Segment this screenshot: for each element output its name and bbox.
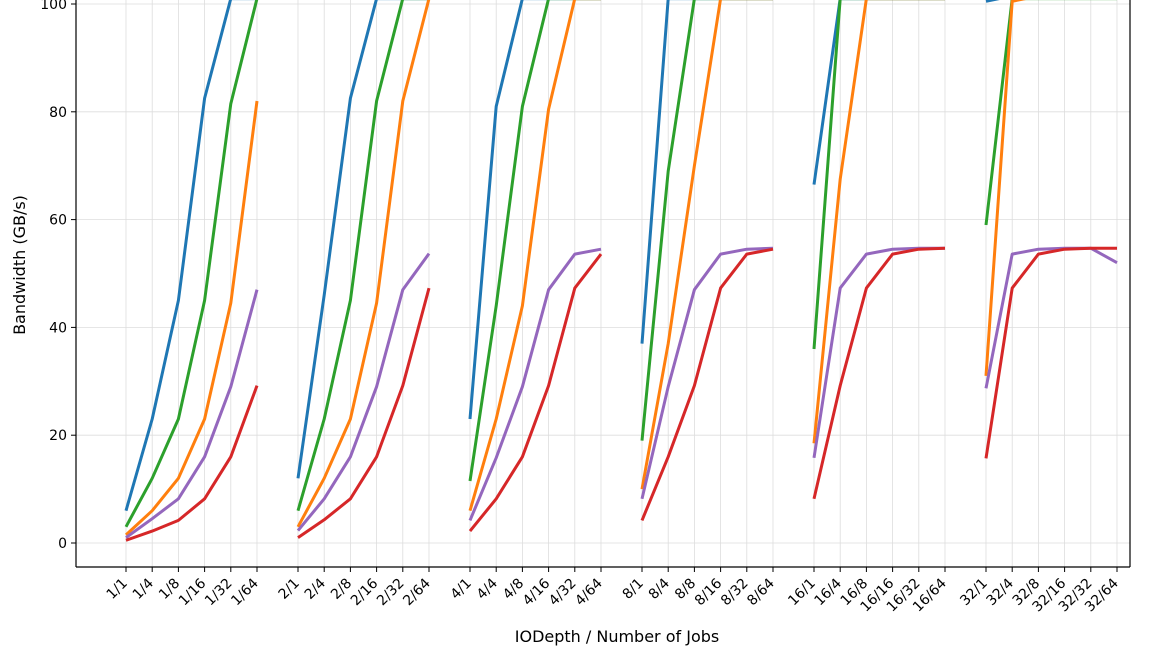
series-line [812, 246, 945, 459]
series-line [984, 246, 1117, 459]
x-tick-label: 4/32 [546, 576, 580, 610]
plot-frame [75, 0, 1131, 568]
x-tick-label: 8/64 [744, 575, 778, 609]
x-tick-label: 8/32 [718, 576, 752, 610]
series-line [812, 0, 945, 185]
x-axis-label: IODepth / Number of Jobs [515, 627, 719, 646]
series-line [812, 246, 946, 500]
x-tick-label: 1/16 [176, 575, 210, 609]
series-line [640, 0, 773, 490]
x-tick-label: 4/64 [572, 575, 606, 609]
series-line [124, 0, 257, 512]
y-axis-label: Bandwidth (GB/s) [10, 195, 29, 335]
x-tick-label: 4/1 [448, 576, 475, 603]
x-tick-label: 4/16 [520, 575, 554, 609]
series-line [296, 0, 429, 512]
x-tick-label: 1/4 [130, 575, 157, 602]
x-tick-label: 8/16 [692, 575, 726, 609]
series-line [812, 0, 945, 350]
series-line [812, 0, 945, 444]
x-tick-label: 1/1 [104, 576, 131, 603]
series-line [640, 0, 773, 344]
series-line [984, 0, 1026, 377]
series-line [296, 0, 429, 479]
series-line [468, 247, 602, 521]
x-tick-label: 32/4 [983, 575, 1017, 609]
series-line [297, 287, 431, 539]
y-tick-label: 40 [49, 320, 67, 336]
series-line [125, 289, 259, 539]
series-line [468, 253, 603, 533]
series-line [468, 0, 601, 512]
x-tick-label: 2/4 [302, 575, 329, 602]
series-line [296, 0, 431, 528]
x-tick-label: 1/64 [228, 575, 262, 609]
y-tick-label: 0 [58, 536, 67, 552]
series-line [125, 385, 259, 542]
series-line [984, 0, 1117, 226]
x-tick-label: 8/4 [646, 575, 673, 602]
x-tick-label: 1/32 [202, 576, 236, 610]
series-line [468, 0, 601, 482]
y-tick-label: 60 [49, 213, 67, 229]
series-line [124, 0, 259, 528]
y-tick-label: 100 [40, 0, 67, 13]
x-tick-label: 2/1 [276, 576, 303, 603]
x-tick-label: 2/16 [348, 575, 382, 609]
series-line [468, 0, 601, 420]
x-axis: 1/11/41/81/161/321/64 2/12/42/82/162/322/… [104, 567, 1122, 615]
y-tick-label: 20 [49, 428, 67, 444]
x-tick-label: 16/4 [811, 575, 845, 609]
x-tick-label: 4/4 [474, 575, 501, 602]
grid [76, 0, 1130, 567]
series-line [985, 0, 1000, 3]
y-axis: 0 20 40 60 80 100 [40, 0, 76, 552]
x-tick-label: 2/64 [400, 575, 434, 609]
y-tick-label: 80 [49, 105, 67, 121]
x-tick-label: 8/1 [620, 576, 647, 603]
series-lines [124, 0, 1118, 542]
series-line [296, 252, 431, 532]
series-line [984, 246, 1118, 389]
x-tick-label: 16/1 [785, 576, 819, 610]
x-tick-label: 32/1 [957, 576, 991, 610]
x-tick-label: 2/32 [374, 576, 408, 610]
series-line [640, 0, 773, 441]
series-line [640, 247, 774, 521]
series-line [124, 100, 259, 537]
series-line [640, 246, 774, 500]
